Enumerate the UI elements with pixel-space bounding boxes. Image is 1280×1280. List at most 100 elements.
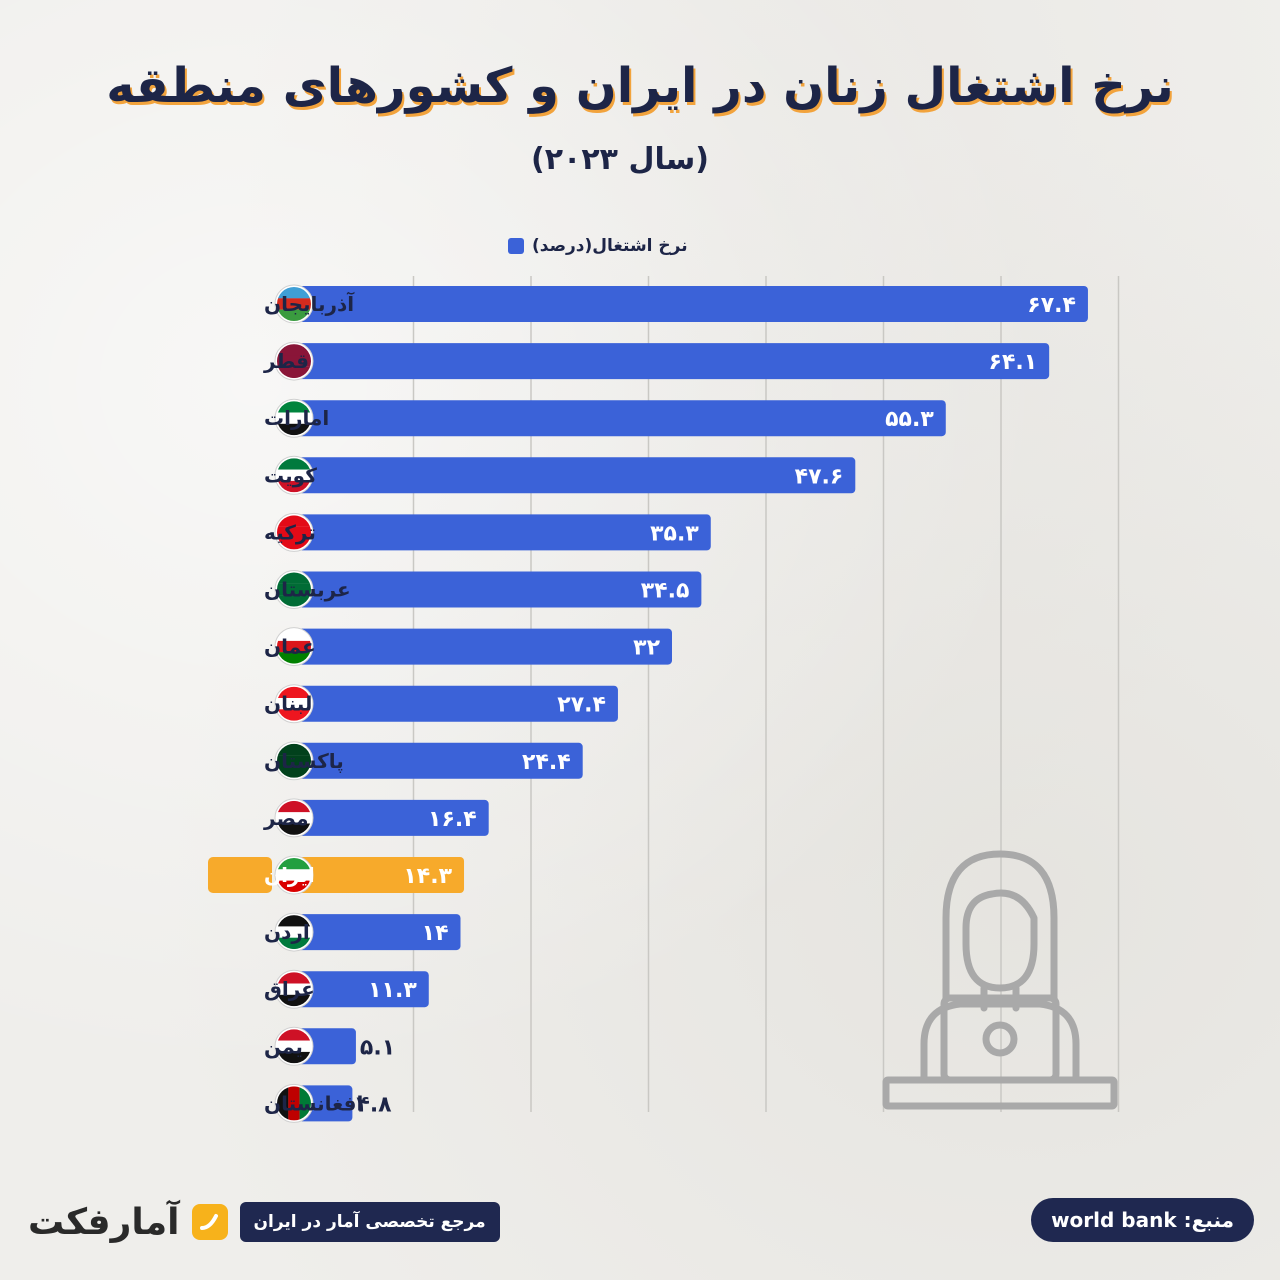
flag-stripe	[277, 994, 311, 1007]
flag-stripe	[288, 1086, 300, 1121]
bar	[296, 857, 465, 893]
country-label: پاکستان	[264, 749, 344, 774]
source-pill: منبع: world bank	[1031, 1198, 1254, 1242]
bar	[296, 400, 946, 437]
bar	[296, 742, 583, 779]
country-label: افغانستان	[264, 1091, 363, 1115]
flag-stripe	[277, 583, 311, 596]
country-label: عمان	[264, 635, 316, 659]
chart-title: نرخ اشتغال زنان در ایران و کشورهای منطقه	[106, 58, 1174, 114]
bar-value-label: ۳۲	[633, 636, 660, 661]
flag-stripe	[277, 401, 311, 413]
bar-value-label: ۳۴.۵	[641, 579, 690, 604]
flag-stripe	[277, 344, 311, 356]
flag-stripe	[277, 480, 311, 493]
flag-stripe	[277, 755, 311, 767]
flag-stripe	[277, 355, 311, 367]
flag-stripe	[277, 743, 311, 756]
flag-stripe	[277, 515, 311, 527]
flag-stripe	[277, 298, 311, 310]
bar-value-label: ۱۴	[422, 921, 449, 946]
flag-stripe	[277, 640, 311, 653]
bar	[296, 514, 711, 551]
country-label: مصر	[263, 806, 309, 830]
flag-stripe	[277, 858, 311, 870]
bar	[296, 628, 672, 665]
flag-stripe	[277, 366, 311, 379]
country-label: ایران	[264, 863, 315, 887]
brand-badge-icon	[191, 1204, 228, 1240]
bar	[296, 971, 429, 1008]
country-label: عراق	[264, 977, 315, 1001]
bar	[296, 343, 1050, 380]
country-label: عربستان	[264, 578, 351, 602]
bar-value-label: ۳۵.۳	[650, 521, 699, 546]
bar-value-label: ۱۶.۴	[428, 807, 477, 832]
bar-value-label: ۲۴.۴	[522, 750, 571, 775]
country-label: امارات	[264, 406, 329, 430]
flag-stripe	[277, 800, 311, 813]
flag-stripe	[277, 652, 311, 664]
bar	[296, 914, 461, 951]
flag-stripe	[277, 1086, 289, 1121]
flag-stripe	[277, 869, 311, 881]
flag-stripe	[277, 709, 311, 721]
highlight-label-bg	[208, 857, 272, 893]
flag-stripe	[277, 526, 311, 539]
bar-value-label: ۲۷.۴	[557, 693, 606, 718]
bar	[296, 571, 702, 608]
country-label: اردن	[264, 920, 310, 944]
country-label: کویت	[264, 463, 317, 487]
chart-legend: نرخ اشتغال(درصد)	[508, 232, 688, 260]
flag-stripe	[277, 937, 311, 950]
reference-pill: مرجع تخصصی آمار در ایران	[239, 1202, 500, 1242]
bar-value-label: ۶۷.۴	[1027, 293, 1076, 318]
bar	[296, 457, 856, 494]
bar-value-label: ۱۱.۳	[368, 978, 417, 1003]
bar	[296, 799, 489, 836]
flag-stripe	[277, 572, 311, 584]
flag-stripe	[277, 698, 311, 710]
country-label: یمن	[264, 1034, 303, 1058]
bar-value-label: ۴.۸	[356, 1092, 392, 1117]
flag-stripe	[277, 812, 311, 824]
flag-stripe	[277, 595, 311, 607]
flag-stripe	[277, 766, 311, 778]
country-label: آذربایجان	[264, 291, 355, 316]
country-label: ترکیه	[264, 520, 316, 544]
bar-value-label: ۵۵.۳	[885, 407, 934, 432]
flag-stripe	[277, 458, 311, 470]
flag-stripe	[277, 469, 311, 481]
flag-stripe	[277, 686, 311, 699]
legend-label: نرخ اشتغال(درصد)	[532, 236, 688, 256]
flag-stripe	[277, 1040, 311, 1052]
brand-logo: آمارفکت	[28, 1201, 180, 1243]
flag-stripe	[277, 423, 311, 436]
flag-stripe	[277, 880, 311, 892]
flag-stripe	[299, 1086, 311, 1121]
bar-value-label: ۵.۱	[360, 1035, 395, 1060]
flag-stripe	[277, 926, 311, 938]
footer-brand: آمارفکت مرجع تخصصی آمار در ایران	[28, 1196, 500, 1248]
flag-stripe	[277, 983, 311, 995]
country-label: قطر	[263, 349, 309, 373]
country-label: لبنان	[264, 692, 312, 716]
flag-stripe	[277, 823, 311, 835]
bar-value-label: ۴۷.۶	[795, 464, 844, 489]
woman-laptop-icon	[882, 850, 1118, 1110]
flag-stripe	[277, 972, 311, 984]
legend-swatch	[508, 238, 524, 254]
bar	[296, 286, 1088, 322]
bar-value-label: ۶۴.۱	[989, 350, 1038, 375]
flag-stripe	[277, 915, 311, 927]
flag-stripe	[277, 629, 311, 641]
flag-stripe	[277, 287, 311, 299]
flag-stripe	[277, 538, 311, 550]
chart-subtitle: (سال ۲۰۲۳)	[531, 142, 709, 177]
bar-value-label: ۱۴.۳	[403, 864, 452, 889]
flag-stripe	[277, 1051, 311, 1064]
bar	[296, 685, 618, 722]
flag-stripe	[277, 309, 311, 321]
flag-stripe	[277, 1029, 311, 1041]
